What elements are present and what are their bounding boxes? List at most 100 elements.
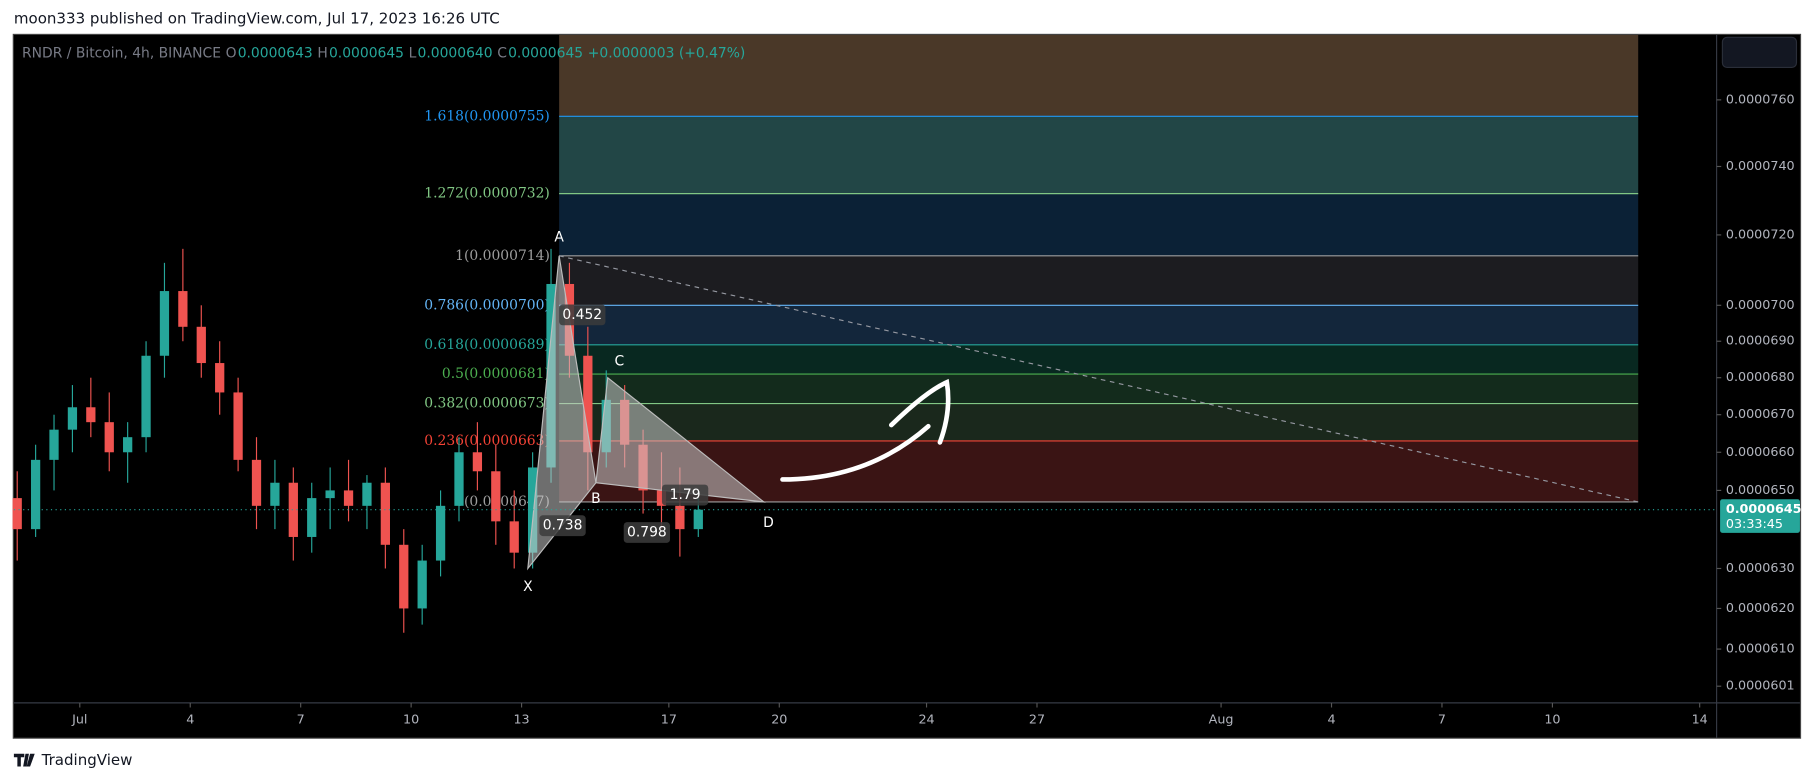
- candle-body: [693, 509, 703, 530]
- ratio-box: [661, 484, 709, 506]
- fib-label: 0.236(0.0000663): [424, 433, 550, 449]
- candle-body: [675, 505, 685, 530]
- candle-body: [86, 407, 96, 423]
- arrow: [780, 378, 951, 482]
- x-tick-label: 24: [918, 713, 934, 728]
- candle-body: [509, 521, 519, 553]
- candle-body: [215, 363, 225, 393]
- plot: 1.618(0.0000755) 1.272(0.0000732) 1(0.0000…: [12, 34, 1639, 633]
- pattern-point-label: X: [523, 579, 533, 595]
- y-tick-label: 0.0000650: [1726, 483, 1795, 498]
- fib-label: 1.272(0.0000732): [424, 186, 550, 202]
- pattern-point-label: A: [554, 229, 564, 245]
- x-tick-label: 17: [661, 713, 677, 728]
- y-tick-label: 0.0000690: [1726, 334, 1795, 349]
- footer-logo: TradingView: [13, 751, 133, 769]
- ratio-label: 0.798: [627, 525, 667, 541]
- fib-band: [559, 193, 1639, 256]
- y-tick-label: 0.0000601: [1726, 679, 1795, 694]
- candle-body: [123, 437, 133, 453]
- legend-text: O: [226, 46, 237, 62]
- candle-body: [472, 452, 483, 472]
- x-tick-label: 20: [771, 713, 787, 728]
- candle-body: [288, 482, 298, 537]
- legend-text: 0.0000643: [238, 46, 313, 62]
- fib-label: 0(0.0000647): [455, 494, 550, 510]
- legend-text: 0.0000645: [508, 46, 583, 62]
- candle-body: [435, 505, 446, 561]
- x-tick-label: Aug: [1209, 713, 1234, 728]
- candle-body: [67, 407, 78, 430]
- x-tick-label: 4: [186, 713, 194, 728]
- y-tick-label: 0.0000740: [1726, 159, 1795, 174]
- y-tick-label: 0.0000610: [1726, 642, 1795, 657]
- footer-brand: TradingView: [41, 751, 133, 769]
- candle-body: [362, 482, 372, 506]
- candle-body: [491, 471, 501, 522]
- y-tick-label: 0.0000680: [1726, 370, 1795, 385]
- publish-info: moon333 published on TradingView.com, Ju…: [14, 9, 500, 27]
- x-tick-label: 27: [1029, 713, 1045, 728]
- fib-band: [559, 344, 1639, 375]
- x-tick-label: 7: [297, 713, 305, 728]
- legend-text: L: [409, 46, 417, 62]
- legend-text: RNDR / Bitcoin, 4h, BINANCE: [22, 46, 221, 62]
- fib-label: 0.382(0.0000673): [424, 396, 550, 412]
- candle-body: [30, 459, 41, 530]
- candle-body: [159, 291, 170, 356]
- candle-body: [270, 482, 280, 506]
- pattern-point-label: C: [614, 353, 624, 369]
- x-tick-label: 4: [1327, 713, 1335, 728]
- legend-text: +0.0000003 (+0.47%): [588, 46, 746, 62]
- ratio-label: 0.738: [543, 518, 583, 534]
- candle-body: [399, 544, 409, 609]
- last-price-timer: 03:33:45: [1726, 517, 1783, 532]
- candle-body: [12, 498, 22, 530]
- y-tick-label: 0.0000630: [1726, 561, 1795, 576]
- legend-text: 0.0000645: [329, 46, 404, 62]
- y-tick-label: 0.0000660: [1726, 445, 1795, 460]
- y-tick-label: 0.0000700: [1726, 298, 1795, 313]
- fib-band: [559, 255, 1639, 306]
- candle-body: [251, 459, 262, 506]
- y-tick-label: 0.0000670: [1726, 407, 1795, 422]
- candle-body: [141, 355, 151, 438]
- ratio-box: [539, 515, 586, 537]
- candle-body: [343, 490, 354, 506]
- ratio-box: [623, 522, 671, 543]
- fib-band: [559, 34, 1639, 117]
- fib-band: [559, 116, 1639, 194]
- candle-body: [196, 326, 206, 364]
- candle-body: [104, 422, 114, 453]
- y-tick-label: 0.0000720: [1726, 227, 1795, 242]
- candle-body: [49, 429, 59, 460]
- candle-body: [325, 490, 335, 499]
- candle-body: [454, 452, 464, 506]
- fib-label: 1.618(0.0000755): [424, 108, 550, 124]
- fib-label: 0.5(0.0000681): [442, 366, 550, 382]
- ratio-label: 0.452: [562, 307, 602, 323]
- candle-body: [178, 291, 188, 327]
- legend-text: H: [317, 46, 327, 62]
- fib-band: [559, 305, 1639, 345]
- x-tick-label: Jul: [71, 713, 87, 728]
- x-tick-label: 10: [1544, 713, 1560, 728]
- x-tick-label: 10: [403, 713, 419, 728]
- pattern-point-label: B: [591, 491, 601, 507]
- x-tick-label: 14: [1692, 713, 1708, 728]
- x-tick-label: 13: [513, 713, 529, 728]
- fib-band: [559, 403, 1639, 441]
- x-tick-label: 7: [1438, 713, 1446, 728]
- legend-text: C: [497, 46, 507, 62]
- candle-body: [583, 355, 593, 453]
- y-tick-label: 0.0000620: [1726, 601, 1795, 616]
- axis-button[interactable]: [1721, 36, 1798, 68]
- y-tick-label: 0.0000760: [1726, 92, 1795, 107]
- candle-body: [417, 560, 427, 609]
- last-price-tag: [1720, 499, 1800, 533]
- legend-text: 0.0000640: [418, 46, 493, 62]
- pattern-point-label: D: [763, 515, 774, 531]
- fib-band: [559, 374, 1639, 404]
- ratio-box: [559, 304, 606, 326]
